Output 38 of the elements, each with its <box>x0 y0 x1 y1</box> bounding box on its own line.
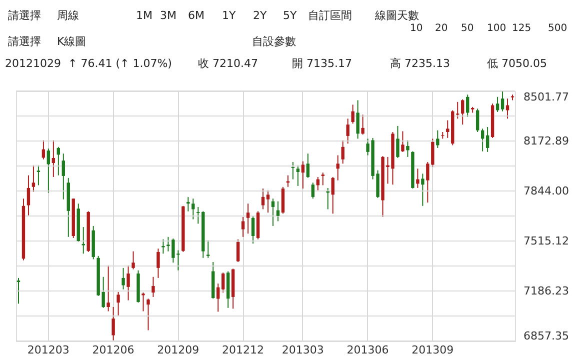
text: 2Y <box>253 9 267 22</box>
y-tick-label: 6857.35 <box>524 330 569 342</box>
x-tick-label: 201306 <box>346 344 389 356</box>
text: 6M <box>188 9 204 22</box>
y-tick-label: 7844.00 <box>524 184 569 198</box>
x-tick-label: 201209 <box>157 344 200 356</box>
x-tick-label: 201203 <box>27 344 70 356</box>
text: 自設參數 <box>252 35 296 48</box>
x-tick-label: 201303 <box>282 344 324 356</box>
text: 請選擇 <box>8 35 41 48</box>
text: 線圖天數 <box>374 9 419 22</box>
y-tick-label: 7515.12 <box>524 234 569 248</box>
y-tick-label: 8172.89 <box>524 134 569 148</box>
text: 周線 <box>57 9 79 22</box>
x-tick-label: 201206 <box>92 344 134 356</box>
text: 1M <box>136 9 152 22</box>
text: 1Y <box>222 9 236 22</box>
text: 20 <box>435 23 448 34</box>
text: 開 7135.17 <box>292 57 352 70</box>
y-tick-label: 8501.77 <box>524 90 569 104</box>
text: 高 7235.13 <box>390 57 450 70</box>
text: 3M <box>160 9 176 22</box>
text: 低 7050.05 <box>487 57 547 70</box>
text: 10 <box>410 23 423 34</box>
text: 125 <box>512 23 532 34</box>
text: 100 <box>487 23 506 34</box>
x-tick-label: 201309 <box>412 344 454 356</box>
text: 50 <box>461 23 474 34</box>
x-tick-label: 201212 <box>222 344 264 356</box>
text: ↑ 76.41 (↑ 1.07%) <box>68 57 172 70</box>
text: K線圖 <box>57 35 86 48</box>
text: 5Y <box>283 9 297 22</box>
text: 自訂區間 <box>308 9 352 22</box>
y-tick-label: 7186.23 <box>524 284 569 298</box>
text: 20121029 <box>5 57 61 70</box>
text: 收 7210.47 <box>198 57 258 70</box>
text: 請選擇 <box>8 9 41 22</box>
text: 500 <box>548 23 568 34</box>
